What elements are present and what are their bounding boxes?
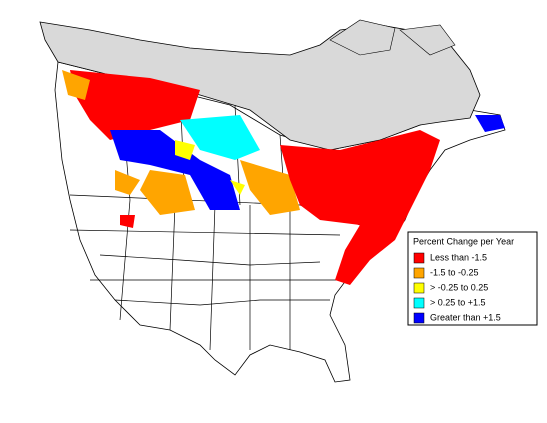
legend-swatch bbox=[413, 282, 425, 294]
arctic-islands bbox=[329, 19, 456, 56]
legend-label: > 0.25 to +1.5 bbox=[430, 297, 486, 307]
legend-swatch bbox=[413, 267, 425, 279]
trend-patches bbox=[62, 70, 505, 285]
legend-swatch bbox=[413, 297, 425, 309]
legend-label: Less than -1.5 bbox=[430, 252, 487, 262]
legend-label: > -0.25 to 0.25 bbox=[430, 282, 488, 292]
legend-swatch bbox=[413, 252, 425, 264]
legend-label: -1.5 to -0.25 bbox=[430, 267, 479, 277]
legend-label: Greater than +1.5 bbox=[430, 312, 501, 322]
legend-title: Percent Change per Year bbox=[413, 236, 514, 246]
legend-box bbox=[407, 231, 538, 326]
legend: Percent Change per Year Less than -1.5 -1… bbox=[407, 231, 538, 326]
legend-swatch bbox=[413, 312, 425, 324]
